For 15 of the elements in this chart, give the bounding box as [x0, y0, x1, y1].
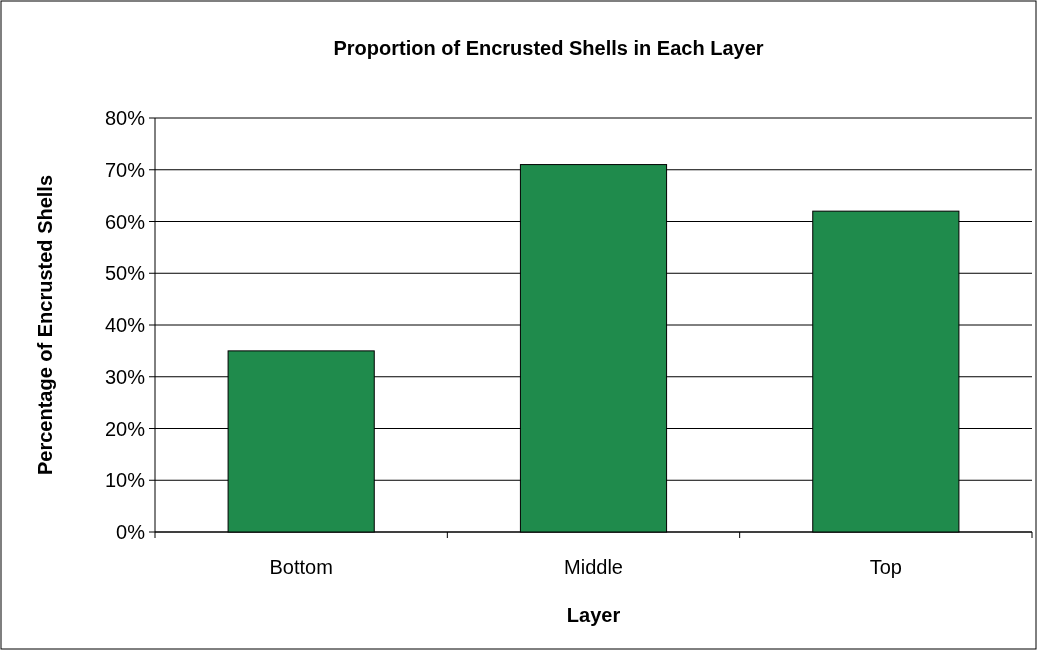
y-tick-label: 20% [104, 417, 146, 440]
y-tick-label: 60% [104, 210, 146, 233]
y-tick-label: 0% [116, 521, 146, 543]
chart-title: Proportion of Encrusted Shells in Each Layer [333, 37, 764, 59]
y-tick-label: 70% [104, 158, 146, 181]
y-tick-label: 30% [104, 365, 146, 388]
y-tick-label: 80% [104, 107, 146, 129]
y-tick-label: 40% [104, 314, 146, 336]
x-tick-label: Top [869, 556, 902, 578]
x-tick-label: Bottom [269, 556, 333, 578]
y-tick-label: 10% [104, 469, 146, 492]
x-tick-label: Middle [564, 556, 623, 578]
y-axis-title: Percentage of Encrusted Shells [34, 174, 56, 476]
y-tick-label: 50% [104, 262, 146, 285]
x-axis-title: Layer [566, 604, 621, 626]
